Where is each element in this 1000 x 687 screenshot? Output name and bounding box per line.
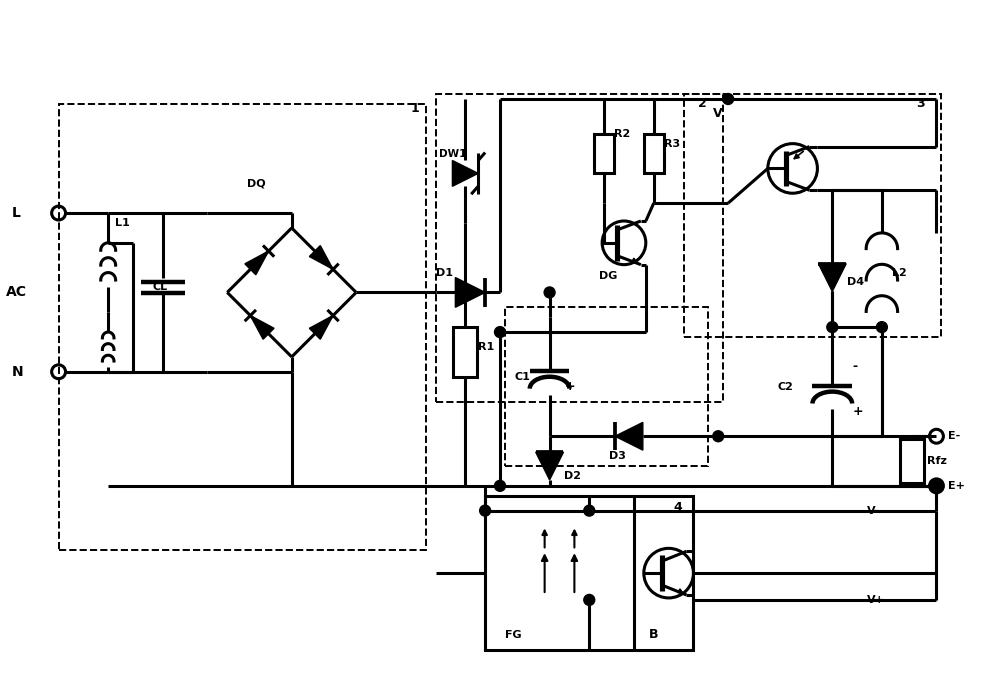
Text: 4: 4 bbox=[674, 501, 682, 514]
Circle shape bbox=[827, 322, 838, 333]
Text: DG: DG bbox=[599, 271, 618, 280]
Bar bbox=[485, 496, 693, 649]
Bar bbox=[453, 327, 477, 376]
Text: DW1: DW1 bbox=[439, 148, 466, 159]
Text: 2: 2 bbox=[698, 98, 707, 111]
Text: AC: AC bbox=[6, 285, 27, 300]
Text: C2: C2 bbox=[778, 382, 794, 392]
Bar bbox=[684, 94, 941, 337]
Circle shape bbox=[584, 594, 595, 605]
Polygon shape bbox=[245, 251, 269, 275]
Text: L2: L2 bbox=[892, 267, 907, 278]
Polygon shape bbox=[452, 161, 478, 186]
Text: D4: D4 bbox=[847, 278, 864, 287]
Polygon shape bbox=[309, 245, 333, 269]
Text: 1: 1 bbox=[411, 102, 419, 115]
Bar bbox=[59, 104, 426, 550]
Text: C1: C1 bbox=[515, 372, 531, 382]
Polygon shape bbox=[615, 423, 643, 450]
Circle shape bbox=[713, 431, 724, 442]
Text: +: + bbox=[564, 380, 575, 393]
Text: Rfz: Rfz bbox=[927, 456, 946, 466]
Text: 3: 3 bbox=[917, 98, 925, 111]
Bar bbox=[644, 134, 664, 173]
Text: -: - bbox=[533, 326, 538, 339]
Bar bbox=[900, 439, 924, 483]
Text: R2: R2 bbox=[614, 128, 630, 139]
Text: R1: R1 bbox=[478, 342, 494, 352]
Text: E+: E+ bbox=[948, 481, 965, 491]
Circle shape bbox=[876, 322, 887, 333]
Circle shape bbox=[723, 93, 734, 104]
Text: DQ: DQ bbox=[247, 179, 266, 188]
Bar bbox=[436, 94, 723, 401]
Polygon shape bbox=[250, 315, 274, 339]
Text: -: - bbox=[852, 360, 857, 373]
Bar bbox=[485, 496, 693, 649]
Polygon shape bbox=[818, 264, 846, 291]
Circle shape bbox=[495, 480, 505, 491]
Text: CL: CL bbox=[153, 282, 168, 293]
Circle shape bbox=[480, 505, 491, 516]
Text: L1: L1 bbox=[115, 218, 130, 228]
Polygon shape bbox=[536, 452, 563, 480]
Text: D2: D2 bbox=[564, 471, 581, 481]
Text: E-: E- bbox=[948, 431, 961, 441]
Text: V: V bbox=[713, 107, 723, 120]
Text: V-: V- bbox=[867, 506, 880, 516]
Text: V+: V+ bbox=[867, 595, 885, 605]
Bar bbox=[505, 307, 708, 466]
Circle shape bbox=[495, 326, 505, 337]
Circle shape bbox=[460, 287, 471, 298]
Polygon shape bbox=[309, 315, 333, 339]
Circle shape bbox=[931, 480, 942, 491]
Circle shape bbox=[584, 505, 595, 516]
Polygon shape bbox=[455, 278, 485, 307]
Text: +: + bbox=[852, 405, 863, 418]
Text: N: N bbox=[12, 365, 24, 379]
Bar bbox=[594, 134, 614, 173]
Text: R3: R3 bbox=[664, 139, 680, 148]
Text: FG: FG bbox=[505, 629, 522, 640]
Circle shape bbox=[544, 287, 555, 298]
Text: B: B bbox=[649, 628, 658, 641]
Text: D1: D1 bbox=[436, 267, 453, 278]
Text: D3: D3 bbox=[609, 451, 626, 461]
Text: L: L bbox=[12, 206, 21, 220]
